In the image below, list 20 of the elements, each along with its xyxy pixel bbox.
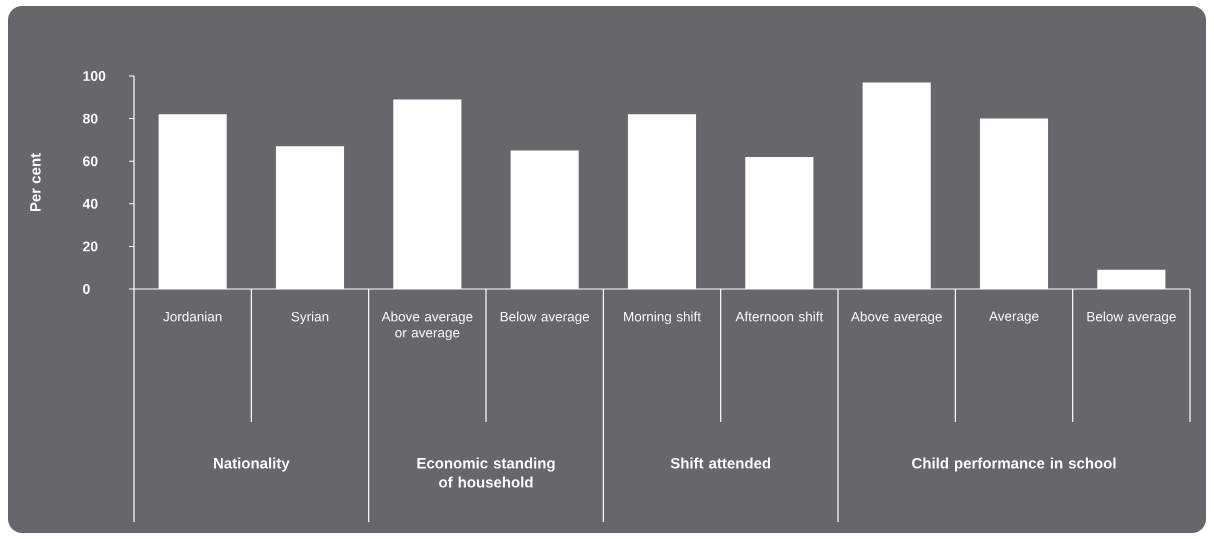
text: Nationality <box>214 457 290 472</box>
x-tick-label: Below average <box>1087 311 1176 325</box>
x-tick-label: Above average or average <box>381 311 473 341</box>
y-tick-label: 100 <box>83 71 106 81</box>
y-tick-label: 20 <box>83 241 98 252</box>
y-tick-label: 0 <box>83 284 90 294</box>
y-tick-label: 60 <box>83 156 98 167</box>
text: Shift attended <box>670 457 771 469</box>
y-axis-title: Per cent <box>30 153 41 212</box>
x-tick-label: Morning shift <box>624 311 701 325</box>
y-tick-label: 80 <box>82 113 98 124</box>
x-tick-label: Above average <box>850 311 942 325</box>
x-tick-label: Average <box>989 311 1039 324</box>
x-tick-label: Syrian <box>291 311 329 325</box>
text: Economic standing of household <box>417 457 555 488</box>
x-tick-label: Jordanian <box>163 311 222 322</box>
y-tick-label: 40 <box>82 198 98 209</box>
x-tick-label: Afternoon shift <box>735 311 824 322</box>
text: Child performance in school <box>912 457 1116 472</box>
x-tick-label: Below average <box>500 311 590 325</box>
